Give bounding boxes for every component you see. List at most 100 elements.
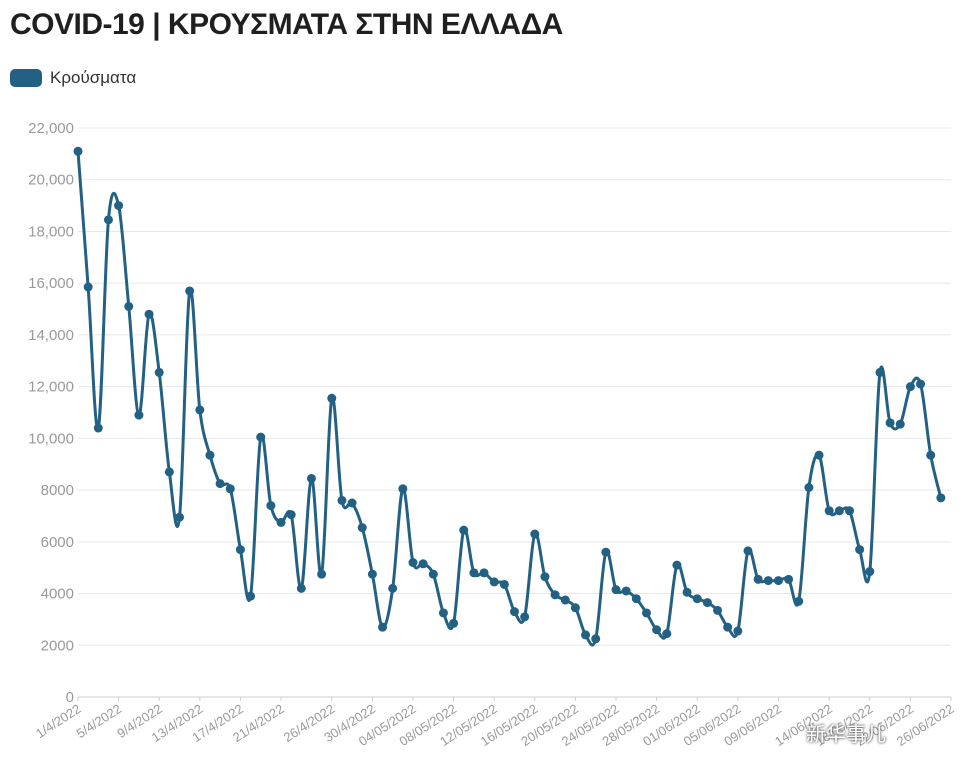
data-point[interactable] (337, 495, 347, 505)
data-point[interactable] (631, 594, 641, 604)
data-point[interactable] (641, 608, 651, 618)
data-point[interactable] (449, 618, 459, 628)
data-point[interactable] (276, 517, 286, 527)
data-point[interactable] (540, 572, 550, 582)
data-point[interactable] (926, 450, 936, 460)
data-point[interactable] (154, 367, 164, 377)
y-tick-label: 22,000 (28, 120, 74, 137)
data-point[interactable] (185, 286, 195, 296)
data-point[interactable] (459, 525, 469, 535)
data-point[interactable] (794, 596, 804, 606)
data-point[interactable] (235, 545, 245, 555)
data-point[interactable] (83, 282, 93, 292)
data-point[interactable] (936, 493, 946, 503)
data-point[interactable] (763, 576, 773, 586)
data-point[interactable] (347, 498, 357, 508)
data-point[interactable] (499, 579, 509, 589)
data-point[interactable] (652, 625, 662, 635)
data-point[interactable] (611, 585, 621, 595)
data-point[interactable] (103, 215, 113, 225)
data-point[interactable] (327, 393, 337, 403)
data-point[interactable] (844, 506, 854, 516)
data-point[interactable] (875, 367, 885, 377)
y-axis: 0 2000 4000 6000 8000 10,000 12,000 14,000 16,00… (28, 120, 74, 706)
data-point[interactable] (692, 594, 702, 604)
y-tick-label: 16,000 (28, 275, 74, 292)
data-point[interactable] (479, 568, 489, 578)
data-point[interactable] (398, 484, 408, 494)
data-point[interactable] (164, 467, 174, 477)
data-point[interactable] (773, 576, 783, 586)
data-point[interactable] (895, 419, 905, 429)
data-point[interactable] (662, 629, 672, 639)
legend[interactable]: Κρούσματα (10, 68, 136, 88)
data-point[interactable] (195, 405, 205, 415)
data-point[interactable] (570, 603, 580, 613)
data-point[interactable] (905, 382, 915, 392)
data-point[interactable] (418, 559, 428, 569)
data-point[interactable] (601, 547, 611, 557)
data-point[interactable] (682, 587, 692, 597)
data-point[interactable] (702, 598, 712, 608)
legend-label: Κρούσματα (50, 68, 137, 87)
y-tick-label: 2000 (41, 637, 74, 654)
y-tick-label: 0 (66, 689, 74, 706)
y-tick-label: 12,000 (28, 379, 74, 396)
data-point[interactable] (266, 501, 276, 511)
data-point[interactable] (784, 574, 794, 584)
y-tick-label: 18,000 (28, 223, 74, 240)
data-point[interactable] (215, 479, 225, 489)
data-point[interactable] (743, 546, 753, 556)
data-point[interactable] (438, 608, 448, 618)
data-point[interactable] (520, 612, 530, 622)
data-point[interactable] (175, 512, 185, 522)
data-point[interactable] (286, 510, 296, 520)
data-point[interactable] (621, 586, 631, 596)
data-point[interactable] (804, 483, 814, 493)
data-point[interactable] (124, 301, 134, 311)
data-point[interactable] (885, 418, 895, 428)
series-line (76, 149, 943, 647)
data-point[interactable] (560, 595, 570, 605)
data-point[interactable] (357, 523, 367, 533)
data-point[interactable] (723, 622, 733, 632)
data-point[interactable] (225, 484, 235, 494)
legend-swatch (10, 69, 42, 87)
points-layer (73, 146, 946, 644)
data-point[interactable] (550, 590, 560, 600)
data-point[interactable] (317, 569, 327, 579)
data-point[interactable] (428, 569, 438, 579)
data-point[interactable] (834, 506, 844, 516)
data-point[interactable] (581, 630, 591, 640)
data-point[interactable] (378, 622, 388, 632)
data-point[interactable] (367, 569, 377, 579)
data-point[interactable] (713, 605, 723, 615)
data-point[interactable] (591, 634, 601, 644)
data-point[interactable] (865, 567, 875, 577)
data-point[interactable] (530, 529, 540, 539)
x-tick-label: 1/4/2022 (33, 701, 84, 741)
data-point[interactable] (824, 506, 834, 516)
data-point[interactable] (672, 560, 682, 570)
data-point[interactable] (246, 591, 256, 601)
data-point[interactable] (408, 558, 418, 568)
data-point[interactable] (256, 432, 266, 442)
data-point[interactable] (855, 545, 865, 555)
data-point[interactable] (469, 568, 479, 578)
data-point[interactable] (510, 607, 519, 617)
data-point[interactable] (814, 450, 824, 460)
data-point[interactable] (296, 583, 306, 593)
data-point[interactable] (114, 201, 124, 211)
data-point[interactable] (753, 574, 763, 584)
data-point[interactable] (916, 379, 926, 389)
data-point[interactable] (489, 577, 499, 587)
data-point[interactable] (388, 583, 398, 593)
data-point[interactable] (73, 146, 83, 156)
data-point[interactable] (144, 309, 154, 319)
data-point[interactable] (93, 423, 103, 433)
data-point[interactable] (205, 450, 215, 460)
data-point[interactable] (134, 410, 144, 420)
data-point[interactable] (306, 473, 316, 483)
data-point[interactable] (733, 626, 743, 636)
